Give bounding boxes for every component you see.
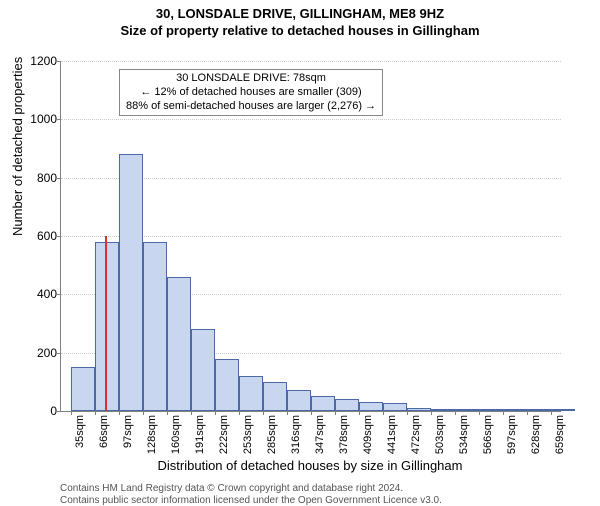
- histogram-bar: [359, 402, 383, 411]
- xtick-mark: [143, 411, 144, 415]
- annotation-line-3: 88% of semi-detached houses are larger (…: [126, 100, 376, 114]
- histogram-bar: [479, 409, 503, 411]
- histogram-bar: [335, 399, 359, 411]
- histogram-bar: [311, 396, 335, 411]
- histogram-bar: [527, 409, 551, 411]
- ytick-mark: [57, 178, 61, 179]
- histogram-bar: [455, 409, 479, 411]
- histogram-bar: [215, 359, 239, 412]
- xtick-mark: [263, 411, 264, 415]
- annotation-line-2: ← 12% of detached houses are smaller (30…: [126, 86, 376, 100]
- xtick-mark: [167, 411, 168, 415]
- ytick-mark: [57, 119, 61, 120]
- gridline: [61, 61, 561, 62]
- footer-line-2: Contains public sector information licen…: [60, 495, 442, 506]
- annotation-box: 30 LONSDALE DRIVE: 78sqm← 12% of detache…: [119, 69, 383, 116]
- ytick-label: 400: [17, 287, 57, 301]
- title-address: 30, LONSDALE DRIVE, GILLINGHAM, ME8 9HZ: [0, 6, 600, 21]
- plot-area: 02004006008001000120035sqm66sqm97sqm128s…: [60, 61, 561, 412]
- xtick-mark: [431, 411, 432, 415]
- histogram-bar: [383, 403, 407, 411]
- ytick-label: 1200: [17, 54, 57, 68]
- ytick-mark: [57, 411, 61, 412]
- xtick-mark: [359, 411, 360, 415]
- xtick-mark: [479, 411, 480, 415]
- histogram-bar: [95, 242, 119, 411]
- xtick-mark: [455, 411, 456, 415]
- y-axis-title: Number of detached properties: [10, 57, 25, 236]
- subject-marker-line: [105, 236, 107, 411]
- xtick-mark: [527, 411, 528, 415]
- histogram-bar: [407, 408, 431, 412]
- ytick-label: 1000: [17, 112, 57, 126]
- xtick-mark: [335, 411, 336, 415]
- title-subtitle: Size of property relative to detached ho…: [0, 23, 600, 38]
- xtick-mark: [95, 411, 96, 415]
- ytick-mark: [57, 61, 61, 62]
- ytick-mark: [57, 294, 61, 295]
- ytick-mark: [57, 353, 61, 354]
- gridline: [61, 119, 561, 120]
- histogram-bar: [551, 409, 575, 411]
- annotation-line-1: 30 LONSDALE DRIVE: 78sqm: [126, 72, 376, 86]
- histogram-bar: [503, 409, 527, 411]
- footer-line-1: Contains HM Land Registry data © Crown c…: [60, 483, 403, 494]
- xtick-mark: [287, 411, 288, 415]
- histogram-bar: [143, 242, 167, 411]
- histogram-bar: [287, 390, 311, 411]
- histogram-bar: [263, 382, 287, 411]
- histogram-bar: [119, 154, 143, 411]
- histogram-bar: [191, 329, 215, 411]
- xtick-mark: [383, 411, 384, 415]
- x-axis-title: Distribution of detached houses by size …: [60, 458, 560, 473]
- xtick-mark: [551, 411, 552, 415]
- histogram-bar: [239, 376, 263, 411]
- xtick-mark: [407, 411, 408, 415]
- xtick-mark: [71, 411, 72, 415]
- ytick-label: 800: [17, 171, 57, 185]
- ytick-label: 600: [17, 229, 57, 243]
- xtick-mark: [311, 411, 312, 415]
- ytick-label: 200: [17, 346, 57, 360]
- xtick-mark: [119, 411, 120, 415]
- xtick-mark: [191, 411, 192, 415]
- ytick-mark: [57, 236, 61, 237]
- histogram-bar: [167, 277, 191, 411]
- histogram-bar: [431, 409, 455, 411]
- xtick-mark: [215, 411, 216, 415]
- histogram-bar: [71, 367, 95, 411]
- ytick-label: 0: [17, 404, 57, 418]
- xtick-mark: [503, 411, 504, 415]
- xtick-mark: [239, 411, 240, 415]
